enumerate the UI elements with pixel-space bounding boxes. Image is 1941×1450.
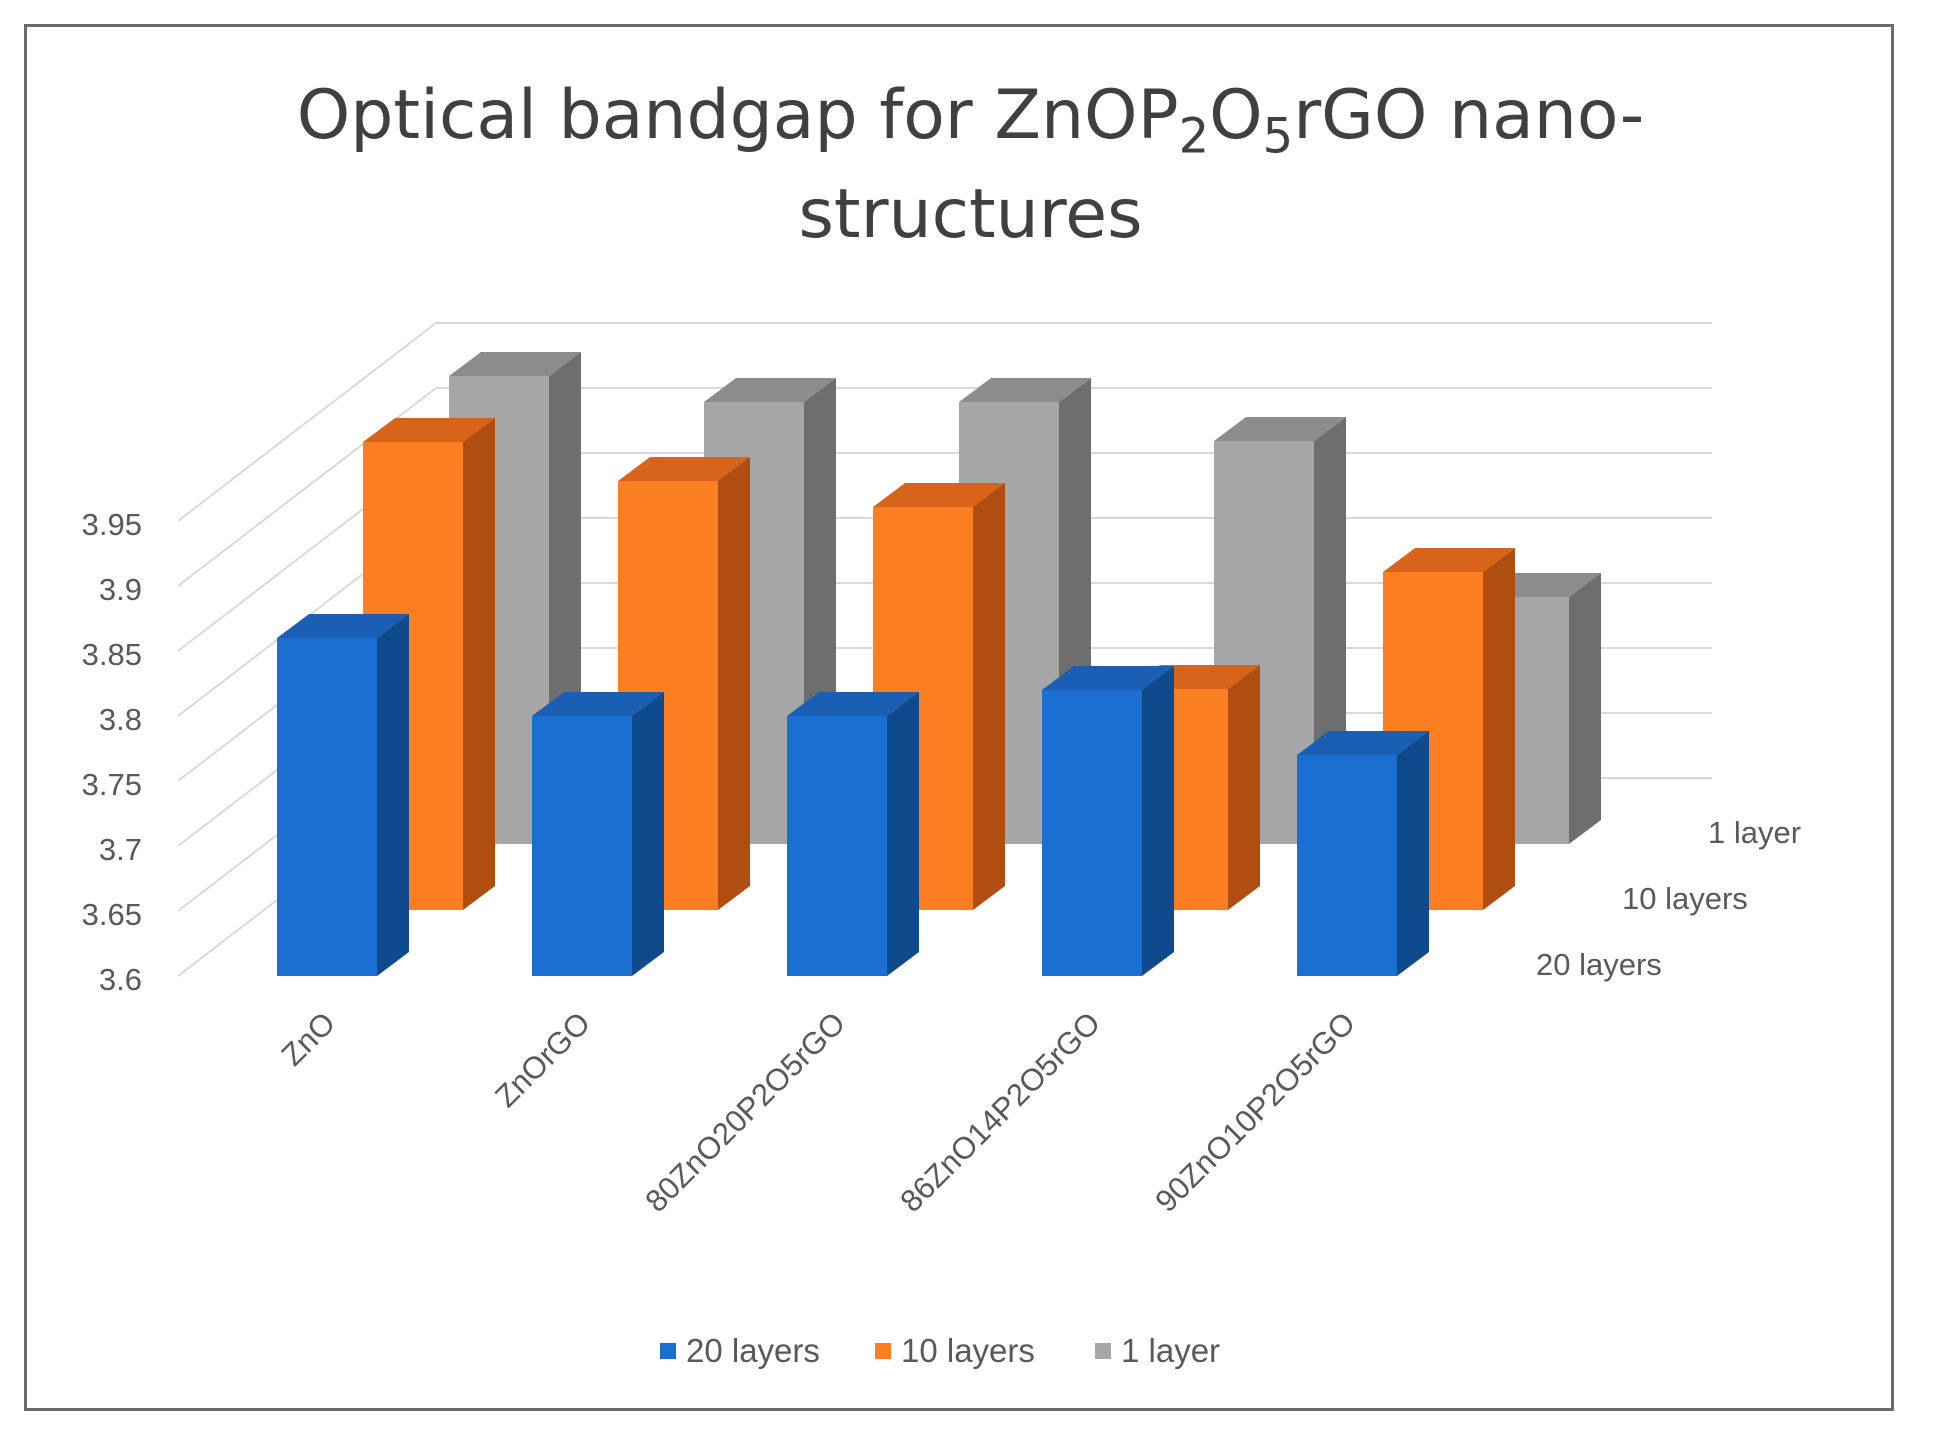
bar-front	[277, 638, 377, 976]
bar-side	[463, 418, 495, 910]
y-tick-label: 3.65	[82, 897, 142, 932]
bar-side	[1228, 665, 1260, 910]
bar-top	[873, 483, 1005, 507]
chart-title: Optical bandgap for ZnOP2O5rGO nano-	[296, 76, 1645, 165]
bar-top	[532, 692, 664, 716]
title-subscript-2: 2	[1178, 108, 1210, 165]
bar-20-layers-80zno20p2o5rgo	[787, 692, 919, 976]
bar-side	[1569, 573, 1601, 844]
bar-side	[377, 614, 409, 976]
bar-top	[1042, 666, 1174, 690]
bar-top	[704, 378, 836, 402]
x-tick-label: 86ZnO14P2O5rGO	[893, 1005, 1107, 1219]
bar-top	[363, 418, 495, 442]
y-tick-label: 3.85	[82, 637, 142, 672]
bar-front	[1042, 690, 1142, 976]
bar-side	[1483, 548, 1515, 910]
legend: 20 layers 10 layers 1 layer	[660, 1332, 1220, 1369]
x-tick-label: 90ZnO10P2O5rGO	[1148, 1005, 1362, 1219]
x-tick-label: ZnOrGO	[488, 1005, 597, 1114]
y-tick-label: 3.9	[99, 572, 142, 607]
x-axis-labels: ZnO ZnOrGO 80ZnO20P2O5rGO 86ZnO14P2O5rGO 90Z…	[275, 1005, 1362, 1219]
bar-20-layers-znorgo	[532, 692, 664, 976]
bar-front	[532, 716, 632, 976]
y-tick-label: 3.95	[82, 507, 142, 542]
bar-top	[787, 692, 919, 716]
x-tick-label: ZnO	[275, 1005, 342, 1072]
bar-top	[449, 352, 581, 376]
y-tick-label: 3.7	[99, 832, 142, 867]
gridline	[177, 387, 1712, 587]
gridline	[177, 322, 1712, 522]
bar-side	[718, 457, 750, 910]
bar-top	[277, 614, 409, 638]
bar-front	[1297, 755, 1397, 976]
bar-20-layers-90zno10p2o5rgo	[1297, 731, 1429, 976]
y-tick-label: 3.8	[99, 702, 142, 737]
chart-title-line2: structures	[798, 175, 1143, 254]
bar-side	[887, 692, 919, 976]
depth-label-10-layers: 10 layers	[1622, 881, 1748, 916]
bar-side	[973, 483, 1005, 910]
bar-top	[1297, 731, 1429, 755]
depth-label-20-layers: 20 layers	[1536, 947, 1662, 982]
legend-swatch	[660, 1343, 676, 1359]
title-subscript-5: 5	[1262, 108, 1294, 165]
bar-side	[1397, 731, 1429, 976]
x-tick-label: 80ZnO20P2O5rGO	[638, 1005, 852, 1219]
bar-top	[618, 457, 750, 481]
bar-side	[1142, 666, 1174, 976]
bar-1-layer-90zno10p2o5rgo	[1469, 573, 1601, 844]
y-tick-label: 3.6	[99, 962, 142, 997]
series-20-layers	[277, 614, 1429, 976]
depth-axis-labels: 20 layers 10 layers 1 layer	[1536, 815, 1801, 982]
bar-top	[1383, 548, 1515, 572]
bar-side	[632, 692, 664, 976]
bar-top	[959, 378, 1091, 402]
y-tick-label: 3.75	[82, 767, 142, 802]
bar-20-layers-zno	[277, 614, 409, 976]
bar-front	[787, 716, 887, 976]
bar-20-layers-86zno14p2o5rgo	[1042, 666, 1174, 976]
legend-swatch	[1095, 1343, 1111, 1359]
legend-swatch	[875, 1343, 891, 1359]
bar-top	[1214, 417, 1346, 441]
legend-label-20-layers: 20 layers	[686, 1332, 820, 1369]
legend-label-1-layer: 1 layer	[1121, 1332, 1220, 1369]
legend-label-10-layers: 10 layers	[901, 1332, 1035, 1369]
depth-label-1-layer: 1 layer	[1708, 815, 1801, 850]
